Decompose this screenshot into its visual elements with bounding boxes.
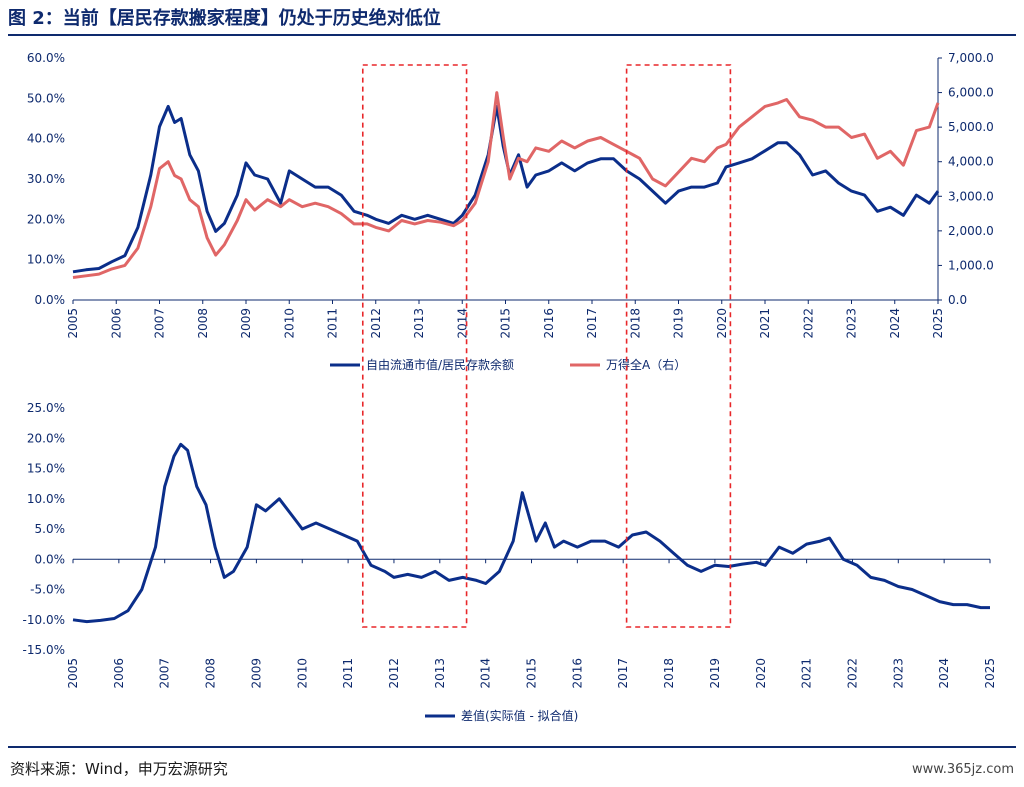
top-x-tick-label: 2019 — [672, 308, 686, 339]
top-x-tick-label: 2017 — [585, 308, 599, 339]
top-x-tick-label: 2009 — [239, 308, 253, 339]
top-left-tick-label: 60.0% — [27, 51, 65, 65]
legend-label-wind-a: 万得全A（右） — [606, 357, 686, 372]
top-right-tick-label: 3,000.0 — [948, 189, 994, 203]
top-left-tick-label: 40.0% — [27, 132, 65, 146]
top-chart: 0.0% 10.0% 20.0% 30.0% 40.0% 50.0% 60.0% 0.0 1,0… — [27, 51, 994, 372]
charts-canvas: 0.0% 10.0% 20.0% 30.0% 40.0% 50.0% 60.0% 0.0 1,0… — [23, 51, 997, 723]
top-right-tick-label: 2,000.0 — [948, 224, 994, 238]
top-x-tick-label: 2007 — [153, 308, 167, 339]
top-x-tick-label: 2022 — [801, 308, 815, 339]
top-left-tick-label: 10.0% — [27, 253, 65, 267]
watermark: www.365jz.com — [912, 762, 1014, 777]
top-x-tick-label: 2018 — [628, 308, 642, 339]
top-x-tick-label: 2013 — [412, 308, 426, 339]
bottom-x-tick-label: 2010 — [295, 658, 309, 689]
bottom-x-tick-label: 2008 — [204, 658, 218, 689]
bottom-y-tick-label: 5.0% — [35, 522, 66, 536]
bottom-x-tick-label: 2005 — [66, 658, 80, 689]
bottom-x-tick-label: 2017 — [616, 658, 630, 689]
top-left-tick-label: 30.0% — [27, 172, 65, 186]
top-left-tick-label: 0.0% — [35, 293, 66, 307]
top-series-ratio-line — [72, 104, 940, 274]
top-x-tick-label: 2023 — [845, 308, 859, 339]
bottom-y-tick-label: -10.0% — [23, 613, 65, 627]
legend-label-diff: 差值(实际值 - 拟合值) — [461, 708, 578, 723]
top-x-tick-label: 2012 — [369, 308, 383, 339]
top-x-tick-label: 2010 — [282, 308, 296, 339]
bottom-y-tick-label: -5.0% — [30, 583, 65, 597]
top-x-tick-label: 2014 — [455, 308, 469, 339]
bottom-y-tick-label: 0.0% — [35, 552, 66, 566]
top-right-tick-label: 0.0 — [948, 293, 967, 307]
bottom-x-tick-label: 2018 — [662, 658, 676, 689]
bottom-x-tick-label: 2019 — [708, 658, 722, 689]
bottom-chart: 25.0% 20.0% 15.0% 10.0% 5.0% 0.0% -5.0% -10.0% -… — [23, 401, 997, 723]
page-title: 图 2：当前【居民存款搬家程度】仍处于历史绝对低位 — [8, 8, 441, 29]
bottom-x-tick-label: 2025 — [983, 658, 997, 689]
top-x-tick-label: 2008 — [196, 308, 210, 339]
source-note: 资料来源：Wind，申万宏源研究 — [10, 760, 228, 778]
bottom-y-tick-label: 10.0% — [27, 492, 65, 506]
top-x-tick-label: 2025 — [931, 308, 945, 339]
bottom-x-tick-label: 2015 — [525, 658, 539, 689]
bottom-x-tick-label: 2011 — [341, 658, 355, 689]
top-series-wind-a-line — [72, 91, 940, 279]
top-x-tick-label: 2024 — [888, 308, 902, 339]
top-x-tick-label: 2020 — [715, 308, 729, 339]
top-right-tick-label: 6,000.0 — [948, 86, 994, 100]
footer-divider — [8, 746, 1016, 748]
bottom-y-tick-label: 25.0% — [27, 401, 65, 415]
top-x-tick-label: 2005 — [66, 308, 80, 339]
top-right-tick-label: 4,000.0 — [948, 155, 994, 169]
bottom-x-tick-label: 2020 — [754, 658, 768, 689]
bottom-x-tick-label: 2016 — [570, 658, 584, 689]
top-left-tick-label: 20.0% — [27, 212, 65, 226]
bottom-y-tick-label: 15.0% — [27, 462, 65, 476]
bottom-x-tick-label: 2013 — [433, 658, 447, 689]
bottom-x-tick-label: 2014 — [479, 658, 493, 689]
bottom-x-tick-label: 2024 — [937, 658, 951, 689]
top-right-tick-label: 1,000.0 — [948, 258, 994, 272]
top-x-tick-label: 2021 — [758, 308, 772, 339]
bottom-x-tick-label: 2009 — [249, 658, 263, 689]
bottom-x-tick-label: 2012 — [387, 658, 401, 689]
bottom-y-tick-label: 20.0% — [27, 431, 65, 445]
highlight-box — [361, 64, 468, 628]
legend-label-ratio: 自由流通市值/居民存款余额 — [366, 357, 514, 372]
top-left-tick-label: 50.0% — [27, 91, 65, 105]
top-right-tick-label: 7,000.0 — [948, 51, 994, 65]
bottom-x-tick-label: 2006 — [112, 658, 126, 689]
bottom-x-tick-label: 2022 — [845, 658, 859, 689]
top-x-tick-label: 2011 — [326, 308, 340, 339]
title-divider — [8, 34, 1016, 36]
bottom-x-tick-label: 2007 — [158, 658, 172, 689]
top-right-tick-label: 5,000.0 — [948, 120, 994, 134]
bottom-series-diff-line — [72, 442, 990, 624]
top-x-tick-label: 2016 — [542, 308, 556, 339]
bottom-x-tick-label: 2023 — [891, 658, 905, 689]
top-x-tick-label: 2006 — [109, 308, 123, 339]
top-x-tick-label: 2015 — [499, 308, 513, 339]
bottom-x-tick-label: 2021 — [800, 658, 814, 689]
bottom-y-tick-label: -15.0% — [23, 643, 65, 657]
